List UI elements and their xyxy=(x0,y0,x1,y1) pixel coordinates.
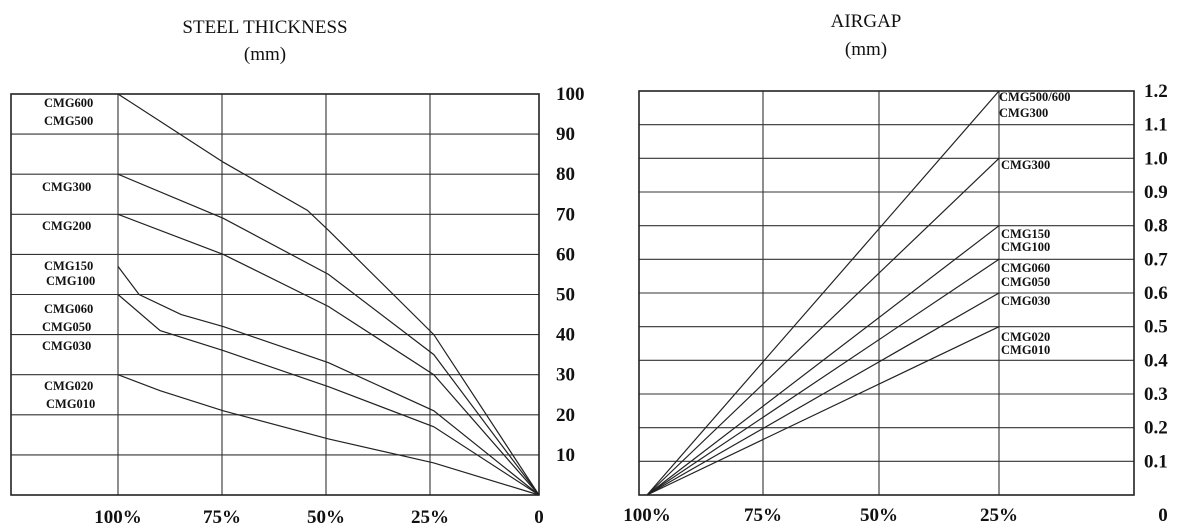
chart-subtitle: (mm) xyxy=(845,39,887,60)
y-tick-label: 1.2 xyxy=(1144,81,1168,102)
y-tick-label: 0.3 xyxy=(1144,384,1168,405)
series-line-4 xyxy=(117,266,540,496)
y-tick-label: 0.9 xyxy=(1144,182,1168,203)
y-tick-label: 1.0 xyxy=(1144,148,1168,169)
series-line-5 xyxy=(646,292,1000,496)
curve-label-cmg200: CMG200 xyxy=(42,219,91,233)
series-lines xyxy=(646,90,1000,496)
curve-label-cmg020: CMG020 xyxy=(1001,330,1050,344)
y-tick-label: 0.8 xyxy=(1144,216,1168,237)
curve-label-cmg100: CMG100 xyxy=(46,274,95,288)
series-line-1 xyxy=(646,90,1000,496)
series-line-3 xyxy=(646,225,1000,496)
curve-label-cmg060: CMG060 xyxy=(44,302,93,316)
y-tick-label: 10 xyxy=(556,445,575,466)
curve-labels: CMG600 CMG500 CMG300 CMG200 CMG150 CMG10… xyxy=(42,96,95,411)
curve-label-cmg010: CMG010 xyxy=(1001,343,1050,357)
curve-label-cmg300: CMG300 xyxy=(1001,158,1050,172)
y-tick-label: 0.5 xyxy=(1144,317,1168,338)
x-tick-label: 75% xyxy=(744,505,782,526)
curve-label-cmg500: CMG500 xyxy=(44,114,93,128)
x-tick-label: 25% xyxy=(980,505,1018,526)
series-lines xyxy=(117,93,540,496)
series-line-5 xyxy=(117,294,540,496)
y-tick-label: 30 xyxy=(556,365,575,386)
x-tick-label: 75% xyxy=(203,507,241,528)
y-tick-label: 90 xyxy=(556,124,575,145)
x-tick-label: 50% xyxy=(860,505,898,526)
x-tick-label: 0 xyxy=(1158,505,1168,526)
y-tick-label: 0.7 xyxy=(1144,249,1168,270)
curve-labels: CMG500/600 CMG300 CMG300 CMG150 CMG100 C… xyxy=(999,90,1071,357)
y-tick-label: 100 xyxy=(556,84,585,105)
y-tick-label: 1.1 xyxy=(1144,115,1168,136)
y-tick-labels: 1.2 1.1 1.0 0.9 0.8 0.7 0.6 0.5 0.4 0.3 0.2 0.1 xyxy=(1144,81,1168,472)
y-tick-label: 0.6 xyxy=(1144,283,1168,304)
plot-frame xyxy=(10,93,540,496)
series-line-4 xyxy=(646,258,1000,496)
curve-label-cmg300: CMG300 xyxy=(42,180,91,194)
series-line-3 xyxy=(117,213,540,496)
x-tick-label: 100% xyxy=(94,507,142,528)
chart-title: AIRGAP xyxy=(831,11,902,32)
x-tick-label: 100% xyxy=(623,505,671,526)
y-tick-label: 70 xyxy=(556,204,575,225)
curve-label-cmg150: CMG150 xyxy=(44,259,93,273)
chart-title: STEEL THICKNESS xyxy=(182,17,347,38)
curve-label-cmg030: CMG030 xyxy=(1001,294,1050,308)
curve-label-cmg020: CMG020 xyxy=(44,379,93,393)
y-tick-label: 60 xyxy=(556,244,575,265)
series-line-6 xyxy=(117,374,540,496)
x-tick-labels: 100% 75% 50% 25% 0 xyxy=(623,505,1168,526)
x-tick-label: 0 xyxy=(534,507,544,528)
series-line-6 xyxy=(646,326,1000,496)
curve-label-cmg050: CMG050 xyxy=(1001,275,1050,289)
curve-label-cmg060: CMG060 xyxy=(1001,261,1050,275)
y-tick-labels: 100 90 80 70 60 50 40 30 20 10 xyxy=(556,84,585,466)
x-tick-label: 50% xyxy=(307,507,345,528)
grid-lines xyxy=(11,94,539,495)
y-tick-label: 20 xyxy=(556,405,575,426)
curve-label-cmg050: CMG050 xyxy=(42,320,91,334)
x-tick-labels: 100% 75% 50% 25% 0 xyxy=(94,507,544,528)
y-tick-label: 0.4 xyxy=(1144,350,1168,371)
y-tick-label: 50 xyxy=(556,285,575,306)
y-tick-label: 80 xyxy=(556,164,575,185)
grid-lines xyxy=(639,91,1134,495)
curve-label-cmg150: CMG150 xyxy=(1001,227,1050,241)
y-tick-label: 0.1 xyxy=(1144,451,1168,472)
curve-label-cmg500-600: CMG500/600 xyxy=(999,90,1071,104)
curve-label-cmg300: CMG300 xyxy=(999,106,1048,120)
series-line-2 xyxy=(646,157,1000,496)
curve-label-cmg030: CMG030 xyxy=(42,339,91,353)
curve-label-cmg100: CMG100 xyxy=(1001,240,1050,254)
y-tick-label: 40 xyxy=(556,325,575,346)
chart-subtitle: (mm) xyxy=(244,44,286,65)
curve-label-cmg600: CMG600 xyxy=(44,96,93,110)
y-tick-label: 0.2 xyxy=(1144,418,1168,439)
airgap-chart: AIRGAP (mm) 1.2 1.1 1.0 0.9 0.8 0.7 0.6 0.5 0.4 0… xyxy=(623,11,1168,526)
plot-frame xyxy=(638,90,1135,496)
curve-label-cmg010: CMG010 xyxy=(46,397,95,411)
x-tick-label: 25% xyxy=(411,507,449,528)
series-line-1 xyxy=(117,93,540,496)
steel-thickness-chart: STEEL THICKNESS (mm) 1009080706050403020… xyxy=(10,17,585,528)
series-line-2 xyxy=(117,173,540,496)
